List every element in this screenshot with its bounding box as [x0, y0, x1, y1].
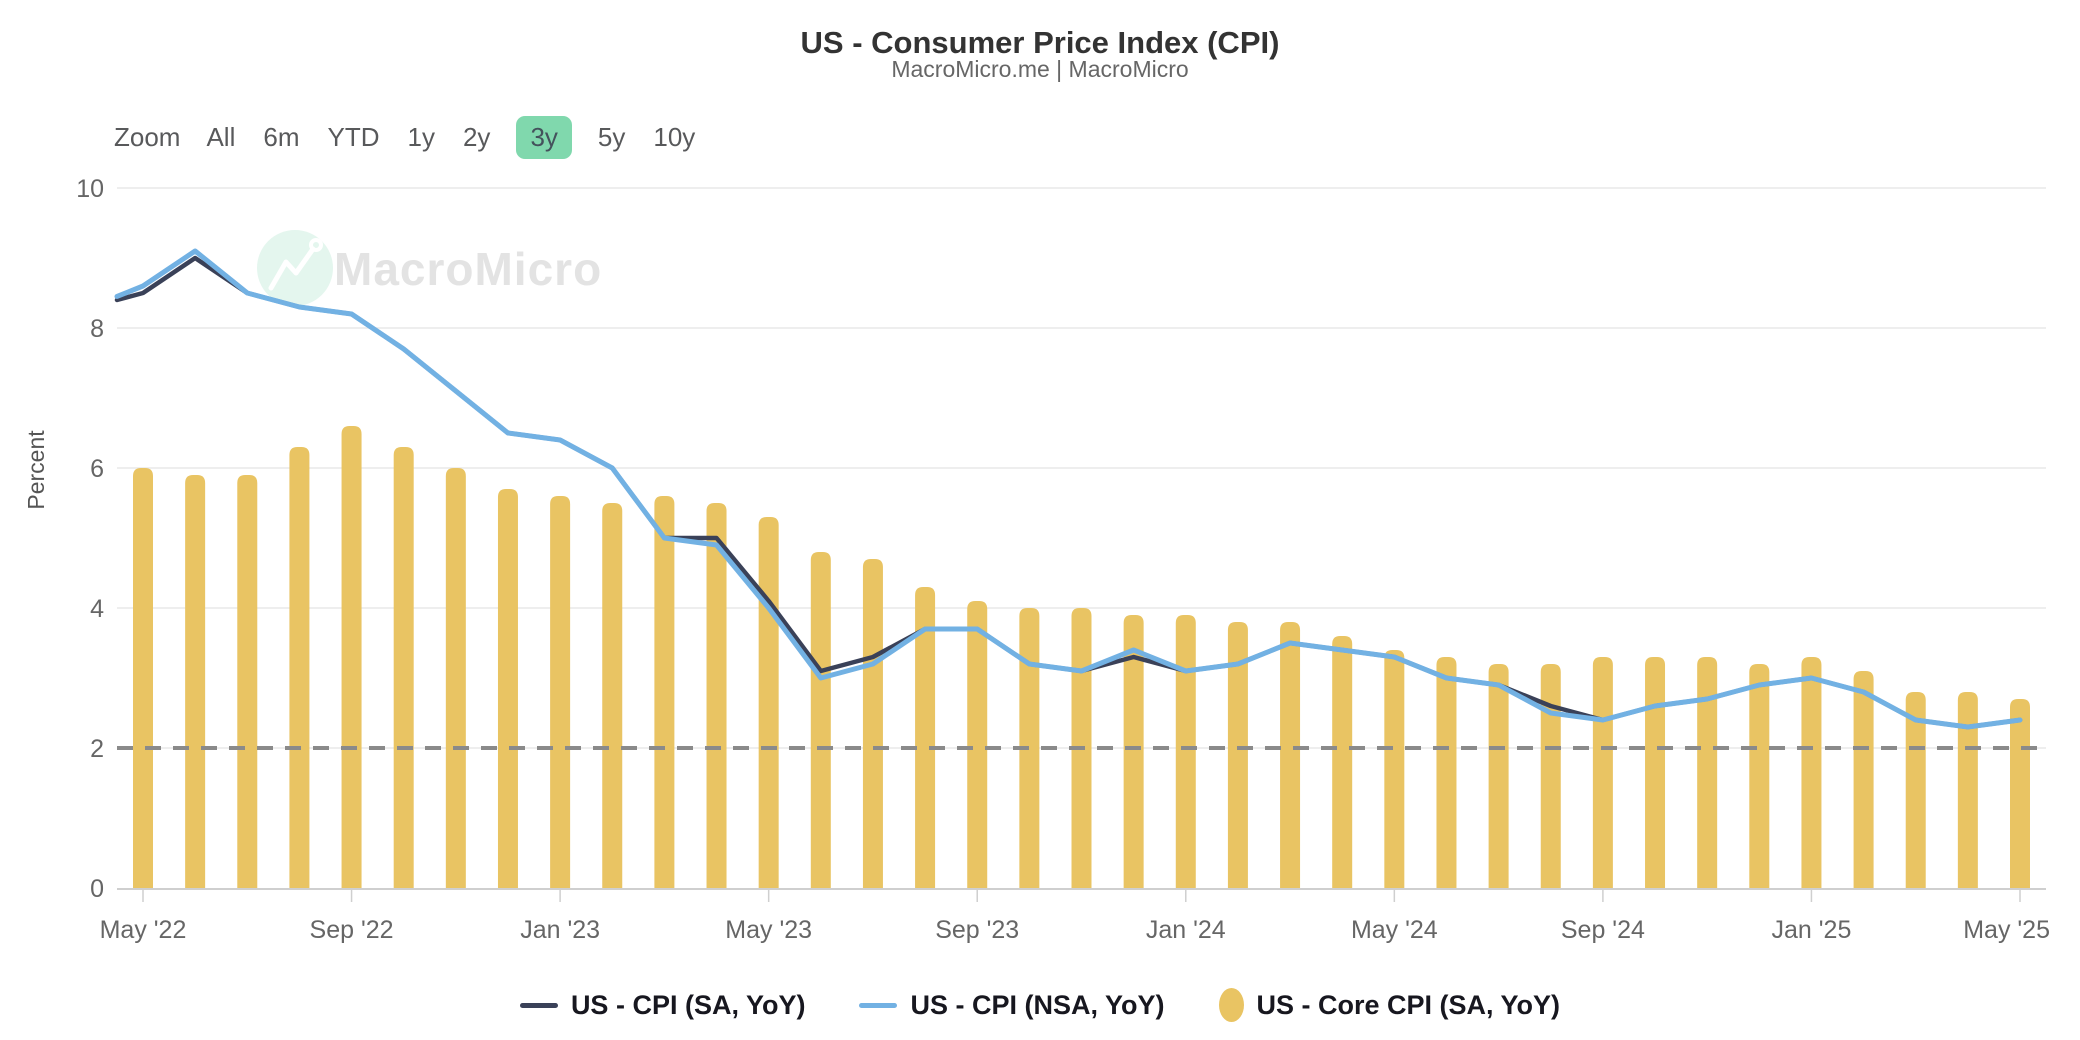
legend-line-marker-icon [519, 1002, 558, 1008]
core-cpi-bar-jun22 [185, 475, 206, 888]
chart-title: US - Consumer Price Index (CPI) [800, 24, 1280, 60]
core-cpi-bars [133, 426, 2030, 888]
core-cpi-bar-sep23 [967, 601, 988, 888]
legend-line-marker-icon [859, 1002, 898, 1008]
core-cpi-bar-jun24 [1436, 657, 1457, 888]
core-cpi-bar-may25 [2010, 699, 2030, 888]
range-buttons: All 6m YTD 1y 2y 3y 5y 10y [204, 116, 697, 159]
core-cpi-bar-feb23 [602, 503, 623, 888]
x-axis-ticks [142, 890, 2021, 902]
core-cpi-bar-oct23 [1019, 608, 1040, 888]
x-axis-label-8: Sep '24 [1561, 916, 1645, 944]
core-cpi-bar-jan24 [1175, 615, 1196, 888]
core-cpi-bar-apr24 [1332, 636, 1353, 888]
y-axis-label-8: 8 [90, 315, 104, 343]
x-axis-label-6: Jan '24 [1146, 916, 1226, 944]
range-button-10y[interactable]: 10y [651, 118, 697, 157]
y-axis-title: Percent [23, 430, 49, 510]
x-axis-label-10: May '25 [1963, 916, 2050, 944]
chart-legend: US - CPI (SA, YoY) US - CPI (NSA, YoY) US … [0, 988, 2080, 1022]
core-cpi-bar-feb24 [1227, 622, 1248, 888]
core-cpi-bar-jul24 [1488, 664, 1509, 888]
core-cpi-bar-jan25 [1801, 657, 1822, 888]
legend-item-label: US - CPI (NSA, YoY) [910, 989, 1165, 1020]
core-cpi-bar-apr23 [706, 503, 727, 888]
x-axis-label-4: May '23 [725, 916, 812, 944]
cpi-nsa-line [114, 248, 2023, 730]
core-cpi-bar-feb25 [1853, 671, 1874, 888]
zoom-label: Zoom [114, 122, 181, 152]
core-cpi-bar-jul23 [862, 559, 883, 888]
x-axis-label-5: Sep '23 [935, 916, 1019, 944]
core-cpi-bar-may23 [758, 517, 779, 888]
x-axis-label-1: May '22 [100, 916, 187, 944]
core-cpi-bar-jan23 [550, 496, 571, 888]
x-axis-label-9: Jan '25 [1772, 916, 1852, 944]
core-cpi-bar-jul22 [237, 475, 258, 888]
legend-item-core-cpi[interactable]: US - Core CPI (SA, YoY) [1218, 988, 1561, 1022]
range-button-6m[interactable]: 6m [261, 118, 301, 157]
range-toolbar: Zoom All 6m YTD 1y 2y 3y 5y 10y [114, 116, 697, 159]
core-cpi-bar-apr25 [1957, 692, 1978, 888]
chart-subtitle: MacroMicro.me | MacroMicro [891, 56, 1189, 82]
core-cpi-bar-oct24 [1645, 657, 1666, 888]
legend-item-label: US - Core CPI (SA, YoY) [1256, 989, 1561, 1020]
core-cpi-bar-mar24 [1280, 622, 1301, 888]
legend-item-label: US - CPI (SA, YoY) [570, 989, 806, 1020]
core-cpi-bar-oct22 [393, 447, 414, 888]
x-axis-label-7: May '24 [1351, 916, 1438, 944]
legend-ellipse-marker-icon [1218, 988, 1244, 1022]
y-axis-label-0: 0 [90, 875, 104, 903]
core-cpi-bar-may24 [1384, 650, 1405, 888]
core-cpi-bar-dec22 [497, 489, 518, 888]
watermark-logo-zigzag-icon [268, 246, 316, 291]
x-axis-label-2: Sep '22 [310, 916, 394, 944]
range-button-all[interactable]: All [204, 118, 237, 157]
core-cpi-bar-may22 [133, 468, 153, 888]
core-cpi-bar-jun23 [810, 552, 831, 888]
core-cpi-bar-sep24 [1592, 657, 1613, 888]
legend-item-cpi-nsa[interactable]: US - CPI (NSA, YoY) [859, 989, 1165, 1021]
watermark-logo-dot-icon [309, 238, 323, 252]
core-cpi-bar-mar23 [654, 496, 675, 888]
core-cpi-bar-dec24 [1749, 664, 1770, 888]
y-axis-label-10: 10 [76, 175, 104, 203]
range-button-1y[interactable]: 1y [406, 118, 437, 157]
legend-item-cpi-sa[interactable]: US - CPI (SA, YoY) [519, 989, 806, 1021]
y-axis-label-6: 6 [90, 455, 104, 483]
core-cpi-bar-aug24 [1540, 664, 1561, 888]
range-button-2y[interactable]: 2y [461, 118, 492, 157]
core-cpi-bar-dec23 [1123, 615, 1144, 888]
range-button-ytd[interactable]: YTD [326, 118, 382, 157]
core-cpi-bar-aug22 [289, 447, 310, 888]
range-button-3y[interactable]: 3y [516, 116, 572, 159]
core-cpi-bar-aug23 [915, 587, 936, 888]
core-cpi-bar-nov24 [1697, 657, 1718, 888]
watermark: MacroMicro [257, 230, 602, 306]
watermark-text: MacroMicro [334, 243, 602, 295]
core-cpi-bar-nov22 [445, 468, 466, 888]
x-axis-label-3: Jan '23 [520, 916, 600, 944]
y-axis-label-4: 4 [90, 595, 104, 623]
core-cpi-bar-mar25 [1905, 692, 1926, 888]
core-cpi-bar-sep22 [341, 426, 362, 888]
range-button-5y[interactable]: 5y [596, 118, 627, 157]
y-axis-label-2: 2 [90, 735, 104, 763]
